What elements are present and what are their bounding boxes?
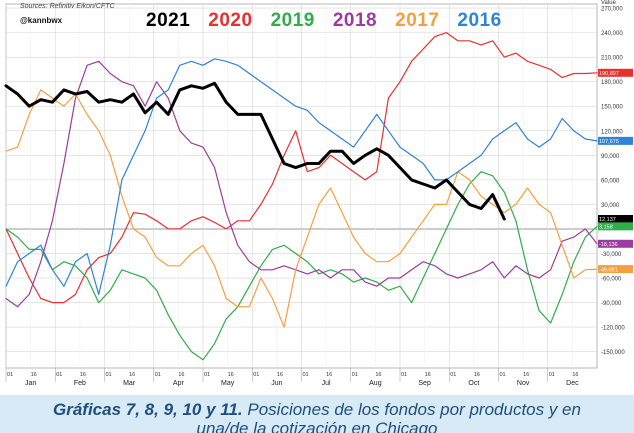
x-day-label: 01: [303, 372, 309, 378]
legend-item-2018: 2018: [332, 10, 378, 31]
last-value-label: 3,158: [599, 225, 613, 231]
x-day-label: 01: [7, 372, 13, 378]
last-value-badge: [598, 215, 633, 224]
author-handle: @kannbwx: [20, 16, 63, 25]
caption-rest: Posiciones de los fondos por productos y…: [242, 400, 581, 419]
y-tick-label: -60,000: [601, 277, 622, 283]
x-month-label: Feb: [74, 380, 86, 387]
y-tick-label: -90,000: [601, 301, 622, 307]
caption-bar: Gráficas 7, 8, 9, 10 y 11. Posiciones de…: [0, 395, 634, 433]
last-value-label: -49,091: [599, 267, 618, 273]
series-line-2020: [5, 31, 598, 304]
y-tick-label: 30,000: [601, 203, 620, 209]
x-day-label: 16: [375, 372, 381, 378]
x-day-label: 16: [425, 372, 431, 378]
x-day-label: 01: [253, 372, 259, 378]
x-day-label: 01: [549, 372, 555, 378]
y-tick-label: 150,000: [601, 105, 623, 111]
series-line-2019: [5, 171, 598, 361]
x-day-label: 01: [106, 372, 112, 378]
y-tick-label: 180,000: [601, 80, 623, 86]
x-day-label: 16: [129, 372, 135, 378]
x-month-label: Nov: [517, 380, 530, 387]
x-day-label: 16: [228, 372, 234, 378]
x-day-label: 16: [474, 372, 480, 378]
x-day-label: 01: [450, 372, 456, 378]
x-day-label: 01: [56, 372, 62, 378]
source-text: Sources: Refinitiv Eikon/CFTC: [20, 3, 115, 10]
x-day-label: 16: [80, 372, 86, 378]
x-month-label: Oct: [468, 380, 479, 387]
last-value-badge: [598, 265, 633, 274]
legend-item-2019: 2019: [270, 10, 315, 31]
x-day-label: 16: [572, 372, 578, 378]
caption-bold: Gráficas 7, 8, 9, 10 y 11.: [53, 400, 243, 419]
x-month-label: Mar: [123, 380, 136, 387]
x-month-label: Jun: [271, 380, 282, 387]
x-day-label: 01: [155, 372, 161, 378]
y-tick-label: -30,000: [601, 252, 622, 258]
y-tick-label: 90,000: [601, 154, 620, 160]
x-month-label: Jul: [322, 380, 331, 387]
legend-item-2020: 2020: [208, 10, 253, 31]
legend-item-2017: 2017: [395, 10, 440, 31]
x-month-label: Jan: [25, 380, 36, 387]
chart-area: -150,000 -120,000 -90,000 -60,000 -30,000 30,…: [4, 0, 633, 387]
x-month-label: Sep: [418, 380, 431, 387]
legend-item-2021: 2021: [146, 10, 191, 31]
y-tick-label: 120,000: [601, 129, 623, 135]
last-value-label: 12,137: [599, 217, 616, 223]
last-value-label: -18,136: [599, 242, 618, 248]
legend: 2021 2020 2019 2018 2017 2016: [146, 10, 502, 32]
series-line-2016: [5, 58, 598, 295]
series-line-2018: [5, 60, 598, 308]
last-value-badge: [598, 68, 633, 77]
x-day-label: 01: [401, 372, 407, 378]
legend-item-2016: 2016: [457, 10, 502, 31]
x-day-label: 16: [326, 372, 332, 378]
y-tick-label: 270,000: [601, 7, 623, 13]
series-line-2021: [4, 81, 506, 221]
x-month-label: May: [221, 380, 235, 387]
line-chart: -150,000 -120,000 -90,000 -60,000 -30,000 30,…: [4, 3, 633, 387]
x-day-label: 16: [31, 372, 37, 378]
last-value-label: 107,675: [599, 139, 619, 145]
last-value-label: 190,897: [599, 71, 619, 77]
last-value-badge: [598, 239, 633, 248]
x-month-label: Aug: [369, 380, 382, 387]
x-day-label: 01: [204, 372, 210, 378]
y-tick-label: 240,000: [601, 31, 623, 37]
x-month-label: Dec: [566, 380, 579, 387]
last-value-badge: [598, 222, 633, 231]
x-day-label: 01: [352, 372, 358, 378]
x-day-label: 16: [523, 372, 529, 378]
y-tick-label: -120,000: [601, 326, 625, 332]
y-tick-label: 60,000: [601, 178, 620, 184]
y-tick-label: -150,000: [601, 350, 625, 356]
x-day-label: 01: [500, 372, 506, 378]
x-day-label: 16: [178, 372, 184, 378]
y-tick-label: 210,000: [601, 56, 623, 62]
value-axis-header: Value: [601, 0, 616, 6]
x-month-label: Apr: [173, 380, 185, 387]
caption-line-1: Gráficas 7, 8, 9, 10 y 11. Posiciones de…: [0, 400, 634, 420]
caption-line-2: una/de la cotización en Chicago: [196, 419, 438, 433]
x-day-label: 16: [277, 372, 283, 378]
last-value-badge: [598, 136, 633, 145]
